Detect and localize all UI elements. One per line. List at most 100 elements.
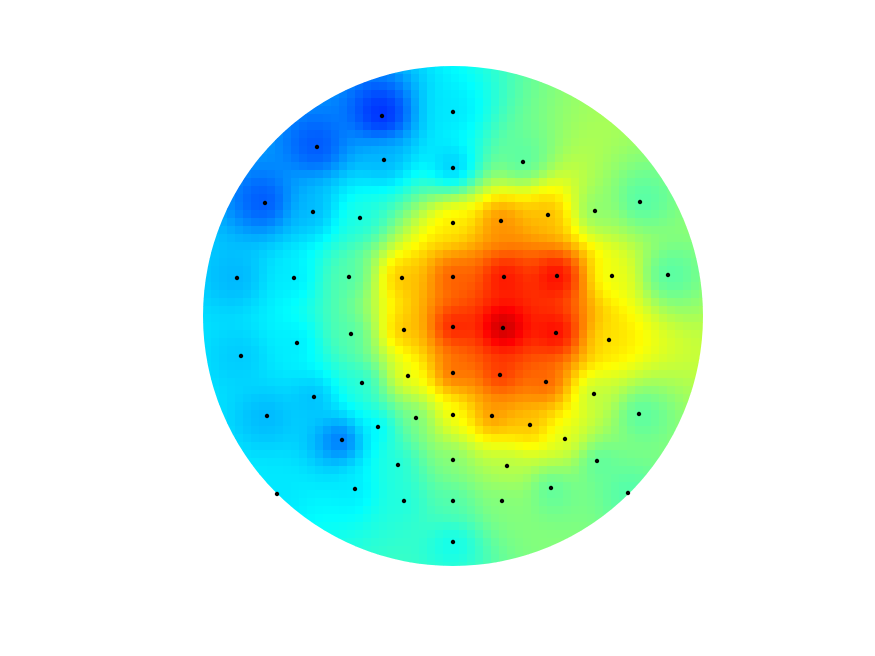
heat-cell (611, 242, 620, 251)
heat-cell (419, 146, 428, 155)
heat-cell (395, 306, 404, 315)
heat-cell (347, 482, 356, 491)
heat-cell (427, 434, 436, 443)
heat-cell (651, 210, 660, 219)
heat-cell (355, 266, 364, 275)
heat-cell (355, 114, 364, 123)
heat-cell (475, 146, 484, 155)
heat-cell (403, 346, 412, 355)
heat-cell (395, 394, 404, 403)
heat-cell (595, 322, 604, 331)
heat-cell (603, 330, 612, 339)
heat-cell (443, 458, 452, 467)
heat-cell (587, 322, 596, 331)
heat-cell (363, 242, 372, 251)
heat-cell (251, 410, 260, 419)
heat-cell (363, 546, 372, 555)
heat-cell (331, 234, 340, 243)
heat-cell (403, 546, 412, 555)
heat-cell (483, 506, 492, 515)
heat-cell (411, 162, 420, 171)
heat-cell (339, 226, 348, 235)
heat-cell (227, 282, 236, 291)
heat-cell (283, 330, 292, 339)
heat-cell (235, 450, 244, 459)
heat-cell (659, 194, 668, 203)
heat-cell (619, 442, 628, 451)
heat-cell (211, 378, 220, 387)
heat-cell (579, 114, 588, 123)
heat-cell (283, 250, 292, 259)
heat-cell (531, 74, 540, 83)
heat-cell (587, 242, 596, 251)
heat-cell (635, 210, 644, 219)
heat-cell (523, 90, 532, 99)
heat-cell (563, 522, 572, 531)
heat-cell (619, 234, 628, 243)
heat-cell (267, 386, 276, 395)
heat-cell (251, 394, 260, 403)
heat-cell (355, 154, 364, 163)
heat-cell (491, 546, 500, 555)
heat-cell (499, 330, 508, 339)
heat-cell (691, 338, 700, 347)
heat-cell (539, 538, 548, 547)
heat-cell (659, 274, 668, 283)
heat-cell (571, 514, 580, 523)
heat-cell (451, 482, 460, 491)
heat-cell (515, 234, 524, 243)
heat-cell (483, 330, 492, 339)
heat-cell (635, 394, 644, 403)
heat-cell (227, 346, 236, 355)
heat-cell (587, 178, 596, 187)
heat-cell (363, 194, 372, 203)
heat-cell (515, 322, 524, 331)
heat-cell (347, 450, 356, 459)
heat-cell (667, 370, 676, 379)
heat-cell (563, 194, 572, 203)
heat-cell (347, 162, 356, 171)
heat-cell (339, 482, 348, 491)
heat-cell (419, 178, 428, 187)
heat-cell (683, 226, 692, 235)
heat-cell (683, 306, 692, 315)
heat-cell (291, 162, 300, 171)
heat-cell (627, 314, 636, 323)
heat-cell (211, 330, 220, 339)
heat-cell (459, 378, 468, 387)
heat-cell (667, 234, 676, 243)
heat-cell (443, 98, 452, 107)
heat-cell (667, 330, 676, 339)
heat-cell (387, 266, 396, 275)
heat-cell (331, 450, 340, 459)
heat-cell (507, 186, 516, 195)
heat-cell (483, 106, 492, 115)
heat-cell (371, 154, 380, 163)
heat-cell (635, 346, 644, 355)
sensor (311, 394, 317, 400)
heat-cell (659, 426, 668, 435)
heat-cell (355, 394, 364, 403)
heat-cell (571, 186, 580, 195)
heat-cell (395, 506, 404, 515)
heat-cell (531, 194, 540, 203)
sensor (352, 486, 358, 492)
heat-cell (411, 330, 420, 339)
heat-cell (563, 242, 572, 251)
heat-cell (427, 322, 436, 331)
heat-cell (259, 218, 268, 227)
heat-cell (315, 138, 324, 147)
heat-cell (259, 450, 268, 459)
heat-cell (291, 402, 300, 411)
heat-cell (547, 378, 556, 387)
heat-cell (531, 146, 540, 155)
heat-cell (555, 474, 564, 483)
heat-cell (491, 290, 500, 299)
heat-cell (547, 266, 556, 275)
heat-cell (267, 314, 276, 323)
heat-cell (459, 170, 468, 179)
heat-cell (403, 498, 412, 507)
heat-cell (483, 442, 492, 451)
heat-cell (427, 506, 436, 515)
heat-cell (339, 186, 348, 195)
